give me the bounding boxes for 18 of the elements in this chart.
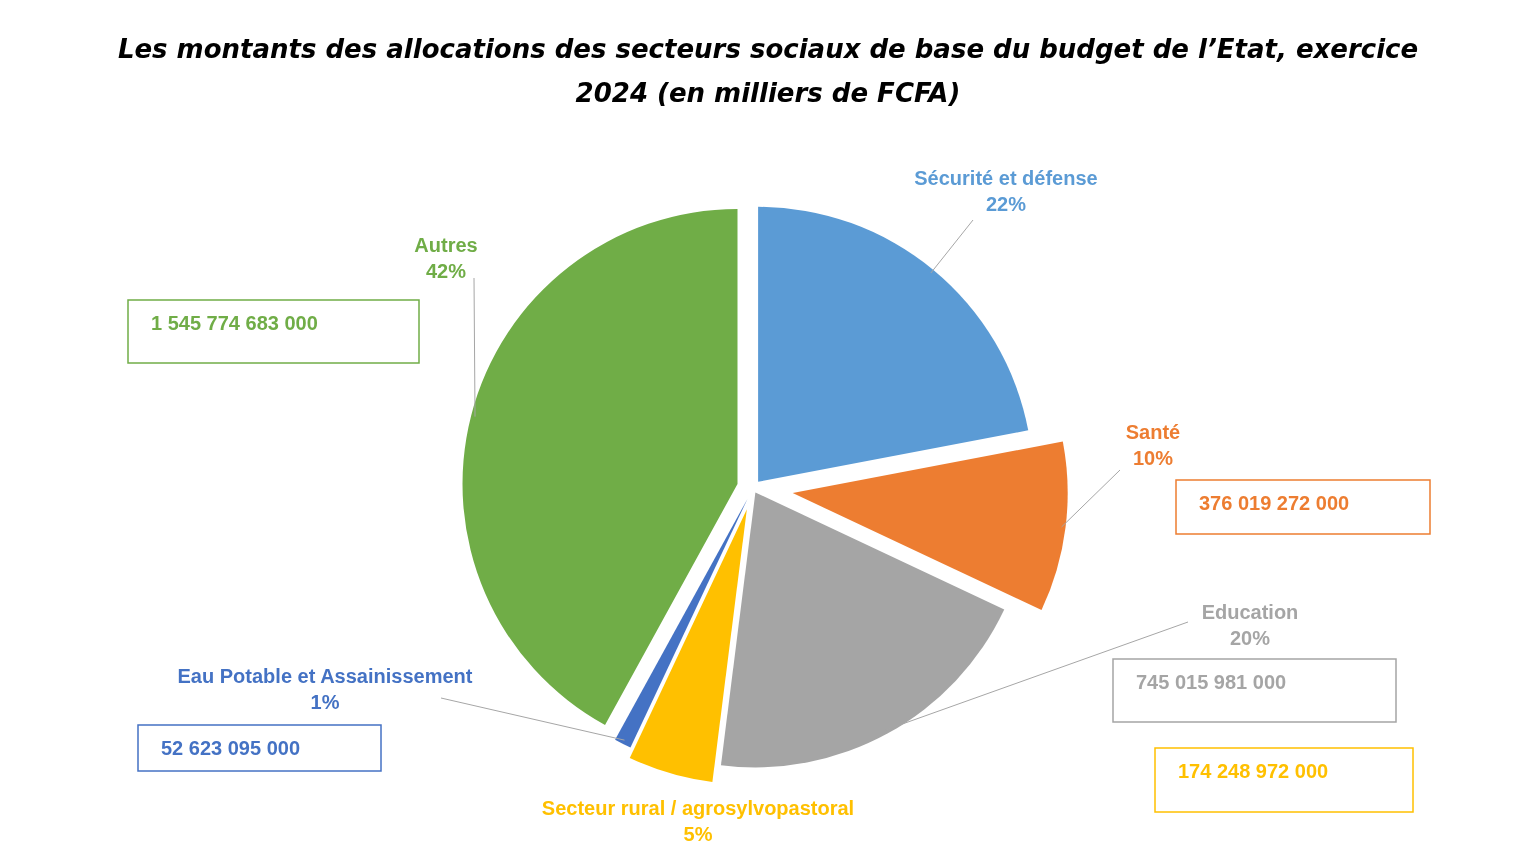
slice-label: Secteur rural / agrosylvopastoral	[541, 797, 855, 819]
data-label: 22%	[985, 193, 1027, 215]
text: 174 248 972 000	[1178, 760, 1329, 782]
text: 745 015 981 000	[1136, 671, 1287, 693]
slice-label: Eau Potable et Assainissement	[177, 665, 473, 687]
slice-label: Autres	[414, 234, 478, 256]
data-label: 42%	[425, 260, 467, 282]
slice-label: Sécurité et défense	[914, 167, 1098, 189]
data-label: 1%	[310, 691, 340, 713]
data-label: 20%	[1229, 627, 1271, 649]
text: 1 545 774 683 000	[151, 312, 318, 334]
text: 376 019 272 000	[1199, 492, 1350, 514]
data-label: 5%	[683, 823, 713, 845]
chart-title: Les montants des allocations des secteurs sociaux de base du budget de l’Etat, exercice 2024 (en milliers de FCFA)	[117, 34, 1419, 108]
slice-label: Santé	[1125, 421, 1181, 443]
data-label: 10%	[1132, 447, 1174, 469]
slice-label: Education	[1201, 601, 1299, 623]
text: 52 623 095 000	[161, 737, 301, 759]
